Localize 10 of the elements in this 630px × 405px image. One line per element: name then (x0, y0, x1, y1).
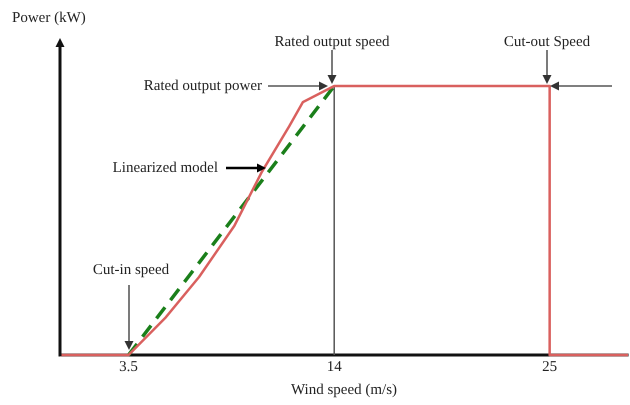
annotation: Rated output power (144, 78, 262, 94)
x-axis-title: Wind speed (m/s) (290, 382, 398, 398)
text: Cut-out Speed (504, 34, 591, 50)
annotation: Linearized model (112, 160, 218, 176)
y-axis-title: Power (kW) (12, 10, 86, 26)
text: Rated output speed (274, 34, 390, 50)
annotation: Cut-in speed (92, 262, 170, 278)
x-tick-label: 25 (542, 358, 558, 375)
x-tick-label: 14 (326, 358, 342, 375)
x-tick-label: 3.5 (119, 358, 138, 375)
